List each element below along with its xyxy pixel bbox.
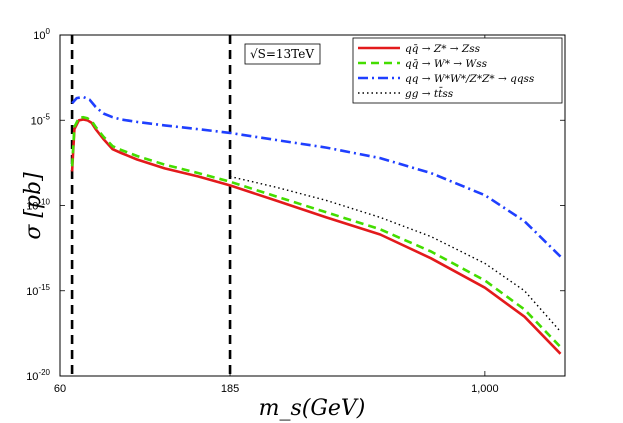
legend: qq̄ → Z* → Zss qq̄ → W* → Wss qq → W*W*/Z*… (352, 37, 563, 104)
y-tick-label-1: 10-15 (26, 283, 50, 298)
y-axis-label: σ [pb] (21, 172, 46, 240)
legend-label-0: qq̄ → Z* → Zss (405, 43, 481, 55)
x-tick-label-1: 185 (221, 383, 239, 395)
x-tick-label-2: 1,000 (471, 383, 499, 395)
series-line-0 (70, 118, 562, 355)
legend-label-2: qq → W*W*/Z*Z* → qqss (405, 73, 535, 85)
series-layer (70, 95, 562, 355)
y-tick-label-2: 10-10 (26, 198, 50, 213)
legend-label-1: qq̄ → W* → Wss (405, 58, 488, 70)
y-tick-label-3: 10-5 (31, 112, 51, 127)
legend-label-3: gg → tt̄ss (405, 87, 454, 100)
y-tick-label-4: 100 (33, 27, 50, 42)
x-axis-label: m_s(GeV) (259, 396, 366, 421)
energy-annotation-box (244, 43, 321, 65)
x-axis: 60 185 1,000 (54, 35, 499, 395)
series-line-2 (71, 95, 562, 258)
y-axis: 10-20 10-15 10-10 10-5 100 (26, 27, 565, 383)
vertical-marker-lines (70, 35, 232, 376)
energy-annotation: √S=13TeV (244, 43, 321, 65)
energy-annotation-text: √S=13TeV (250, 47, 314, 61)
series-line-3 (229, 175, 562, 333)
series-line-1 (70, 115, 562, 348)
y-tick-label-0: 10-20 (26, 368, 50, 383)
x-tick-label-0: 60 (54, 383, 66, 395)
